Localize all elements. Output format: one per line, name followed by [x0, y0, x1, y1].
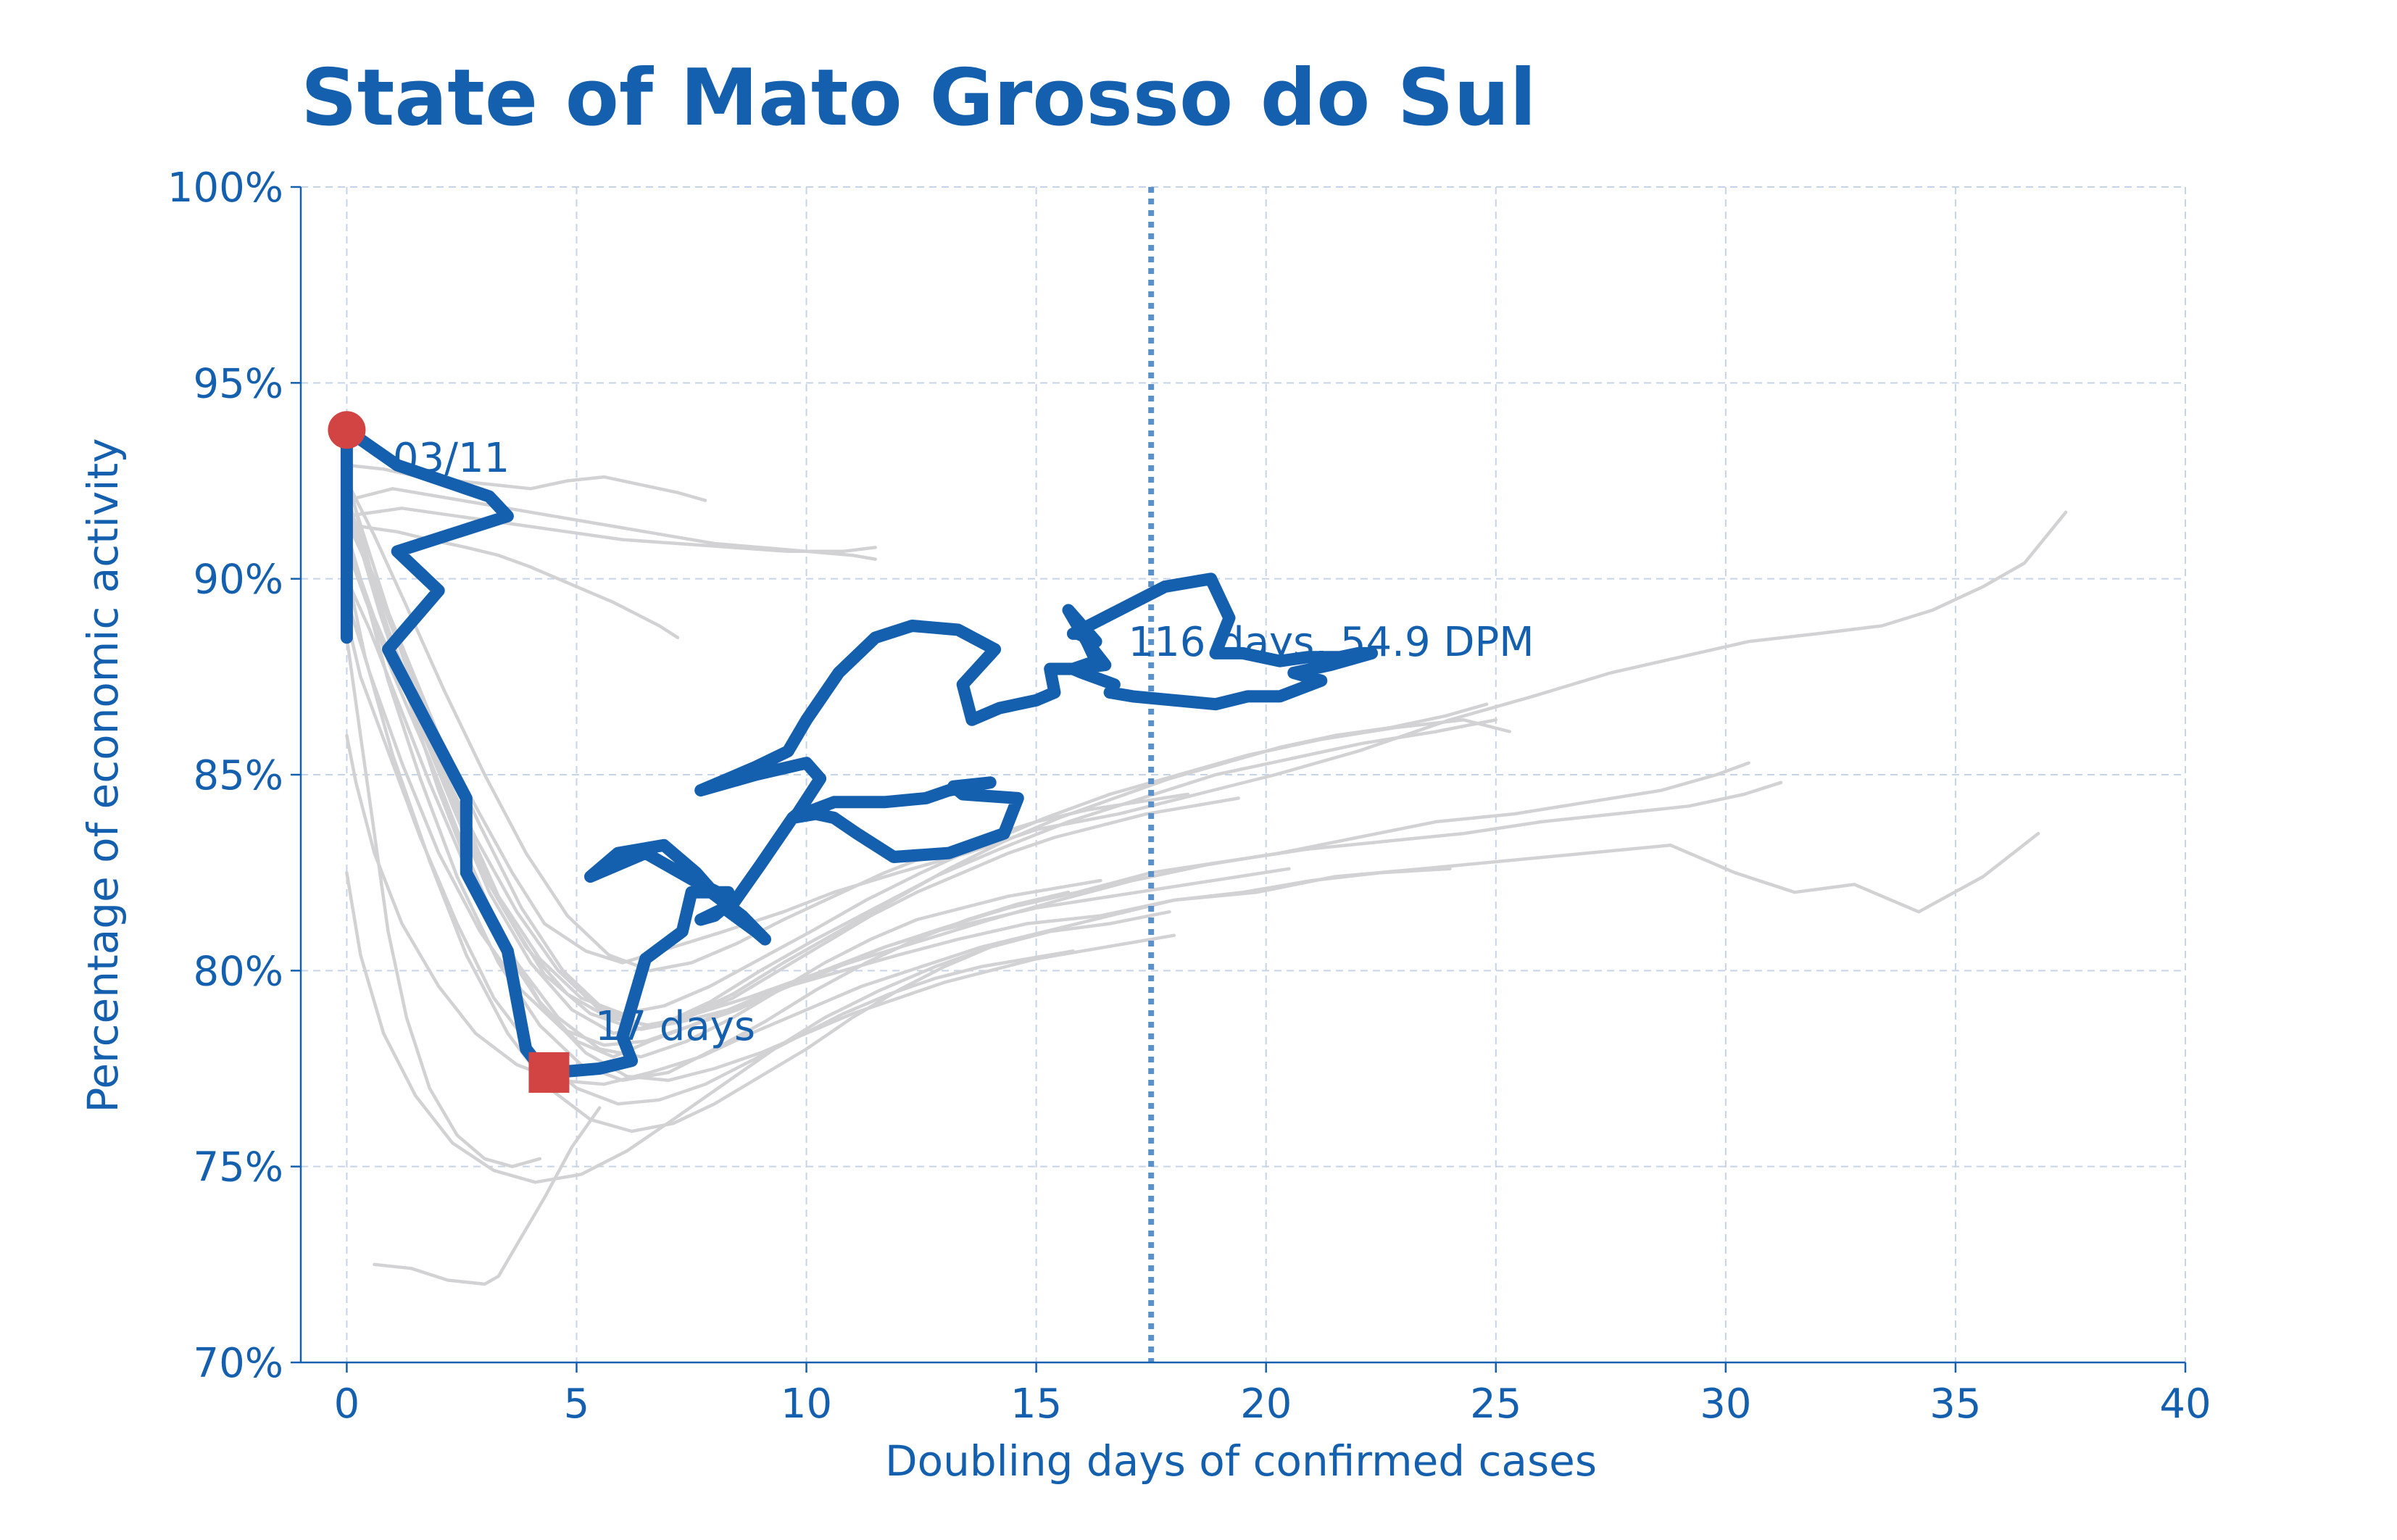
x-tick-label: 20 — [1240, 1381, 1292, 1428]
y-axis-label: Percentage of economic activity — [78, 438, 128, 1112]
background-series-line — [345, 733, 1452, 1086]
annotation-label: 116 days, 54.9 DPM — [1128, 619, 1534, 666]
background-series-line — [345, 616, 1075, 1106]
y-tick-label: 75% — [194, 1144, 283, 1191]
background-series-line — [345, 467, 1498, 1036]
x-tick-label: 40 — [2159, 1381, 2211, 1428]
axes: 0 5 10 15 20 25 30 35 40 70% 75% 80% 85% 90% 95% 100% — [167, 165, 2211, 1428]
background-series-line — [345, 479, 1190, 973]
background-series-line — [345, 530, 1071, 1082]
min-marker — [528, 1052, 570, 1093]
annotation-label: 03/11 — [393, 435, 510, 482]
background-series-line — [345, 507, 877, 554]
background-series-line — [345, 491, 1783, 1031]
annotation-label: 17 days — [595, 1003, 755, 1050]
chart-title: State of Mato Grosso do Sul — [301, 53, 1537, 143]
x-tick-label: 5 — [564, 1381, 590, 1428]
background-series-line — [345, 522, 680, 640]
y-tick-label: 95% — [194, 360, 283, 407]
x-tick-label: 30 — [1700, 1381, 1751, 1428]
highlight-series-layer — [328, 411, 1379, 1093]
y-tick-label: 100% — [167, 165, 283, 212]
background-series-line — [345, 510, 1102, 1059]
x-tick-label: 25 — [1470, 1381, 1521, 1428]
background-series-line — [345, 636, 542, 1168]
start-marker — [328, 411, 366, 449]
y-tick-label: 90% — [194, 557, 283, 604]
grid — [301, 186, 2186, 1363]
x-tick-label: 35 — [1929, 1381, 1981, 1428]
y-tick-label: 80% — [194, 948, 283, 995]
x-tick-label: 10 — [781, 1381, 832, 1428]
x-axis-label: Doubling days of confirmed cases — [885, 1436, 1597, 1486]
y-tick-label: 70% — [194, 1340, 283, 1387]
x-tick-label: 0 — [334, 1381, 360, 1428]
background-series-line — [345, 510, 2068, 965]
background-series-line — [345, 538, 1750, 1028]
background-series-line — [373, 1106, 602, 1286]
background-series-line — [345, 577, 1176, 1082]
x-tick-label: 15 — [1010, 1381, 1062, 1428]
background-series-line — [345, 596, 1291, 1047]
highlight-series-line — [340, 423, 1379, 1079]
y-tick-label: 85% — [194, 752, 283, 799]
annotations: 03/11 17 days 116 days, 54.9 DPM — [393, 435, 1534, 1050]
